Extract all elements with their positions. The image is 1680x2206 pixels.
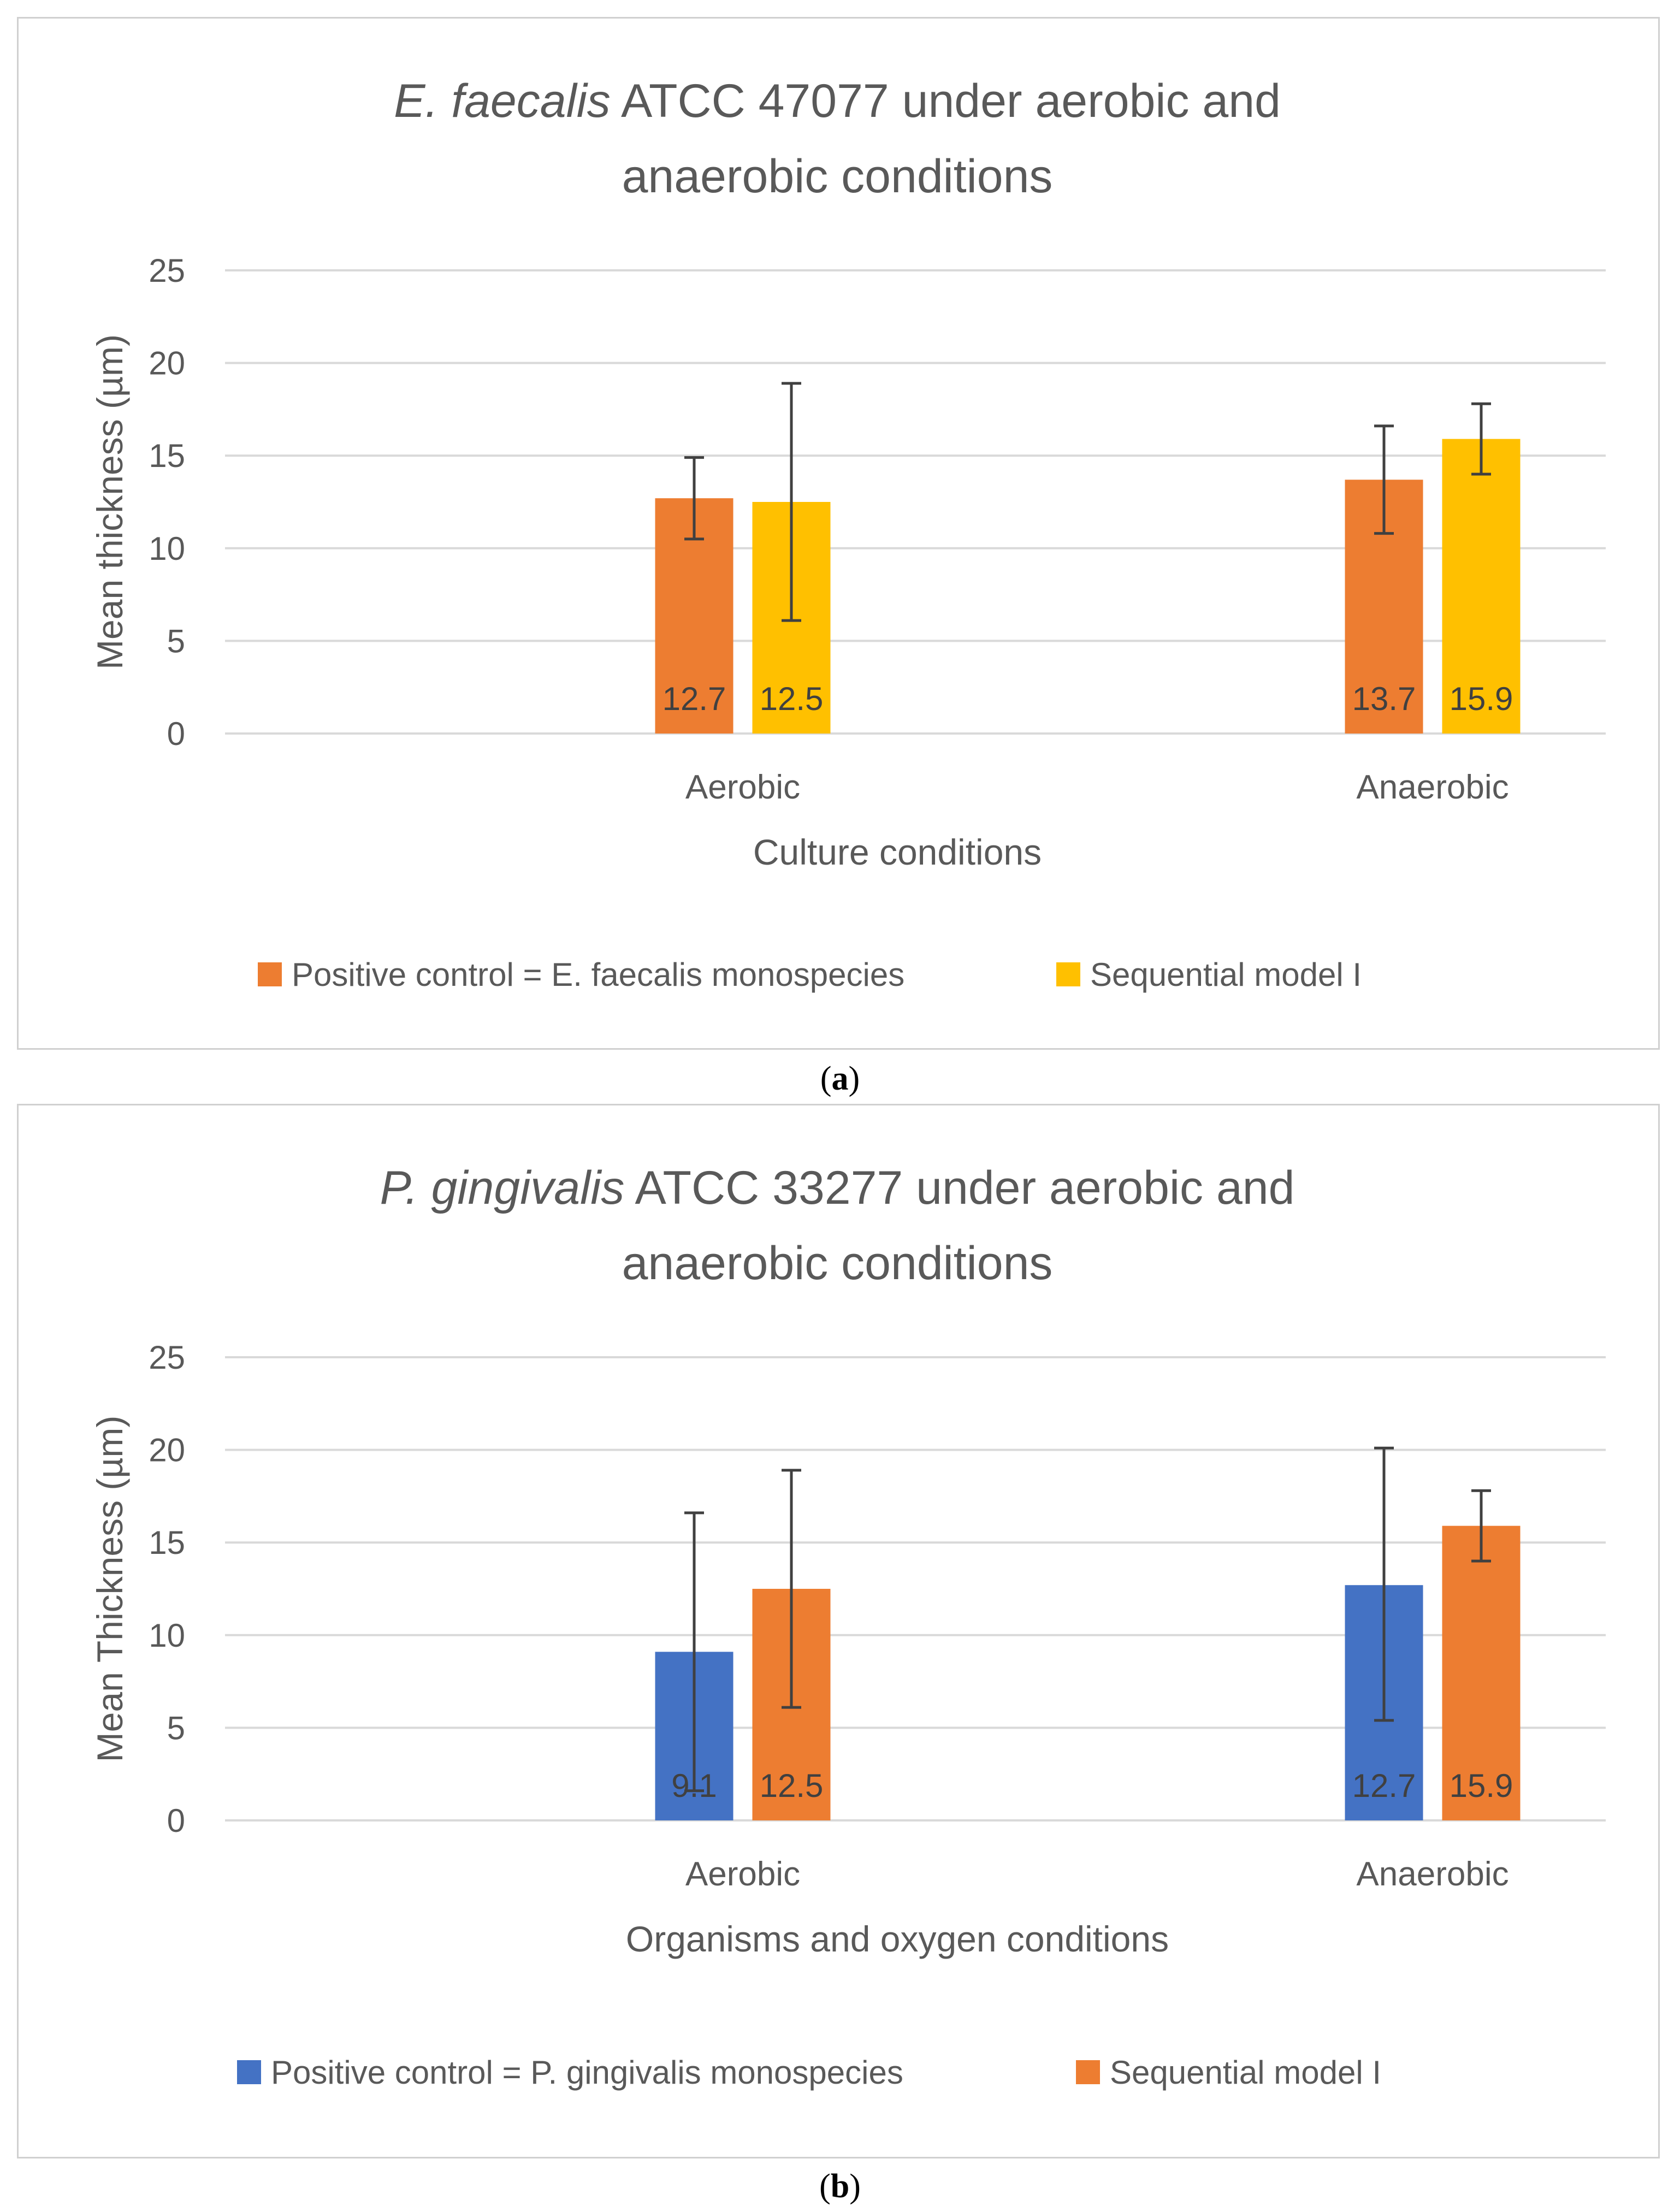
legend-swatch <box>1056 962 1080 986</box>
legend-label: Positive control = E. faecalis monospeci… <box>292 956 904 993</box>
chart-panel-a: E. faecalis ATCC 47077 under aerobic and… <box>17 17 1660 1050</box>
chart-title-line2: anaerobic conditions <box>622 1237 1053 1290</box>
chart-title-italic: P. gingivalis <box>380 1162 625 1214</box>
data-label: 12.7 <box>1352 1767 1416 1804</box>
y-tick-label: 10 <box>149 530 185 567</box>
bar <box>1442 1525 1521 1820</box>
x-axis-label: Culture conditions <box>753 832 1042 872</box>
caption-b: (b) <box>819 2168 861 2205</box>
x-category-label: Anaerobic <box>1356 1855 1509 1893</box>
x-axis-label: Organisms and oxygen conditions <box>626 1919 1169 1959</box>
data-label: 13.7 <box>1352 681 1416 717</box>
y-tick-label: 10 <box>149 1617 185 1654</box>
data-label: 15.9 <box>1450 1767 1513 1804</box>
data-label: 12.5 <box>760 681 824 717</box>
legend-label: Sequential model I <box>1110 2054 1381 2091</box>
y-tick-label: 5 <box>167 623 185 659</box>
y-axis-label: Mean thickness (µm) <box>90 334 130 670</box>
legend-swatch <box>237 2060 261 2084</box>
chart-panel-b: P. gingivalis ATCC 33277 under aerobic a… <box>17 1104 1660 2158</box>
chart-b-svg: P. gingivalis ATCC 33277 under aerobic a… <box>90 1162 1606 2091</box>
legend-swatch <box>1076 2060 1100 2084</box>
x-category-label: Anaerobic <box>1356 768 1509 806</box>
chart-title-rest: ATCC 33277 under aerobic and <box>624 1162 1294 1214</box>
x-category-label: Aerobic <box>685 768 800 806</box>
legend-swatch <box>258 962 282 986</box>
chart-a-svg: E. faecalis ATCC 47077 under aerobic and… <box>90 75 1606 993</box>
y-tick-label: 0 <box>167 715 185 752</box>
legend-label: Sequential model I <box>1090 956 1362 993</box>
y-tick-label: 20 <box>149 1432 185 1469</box>
data-label: 12.7 <box>662 681 726 717</box>
data-label: 12.5 <box>760 1767 824 1804</box>
chart-title-italic: E. faecalis <box>394 75 611 127</box>
y-tick-label: 25 <box>149 1339 185 1376</box>
legend-label: Positive control = P. gingivalis monospe… <box>271 2054 903 2091</box>
caption-a: (a) <box>820 1060 860 1097</box>
chart-title-line1: E. faecalis ATCC 47077 under aerobic and <box>394 75 1281 127</box>
y-tick-label: 5 <box>167 1710 185 1746</box>
data-label: 9.1 <box>671 1767 717 1804</box>
y-axis-label: Mean Thickness (µm) <box>90 1416 130 1763</box>
x-category-label: Aerobic <box>685 1855 800 1893</box>
chart-title-line2: anaerobic conditions <box>622 150 1053 203</box>
y-tick-label: 20 <box>149 345 185 382</box>
y-tick-label: 15 <box>149 1524 185 1561</box>
chart-title-line1: P. gingivalis ATCC 33277 under aerobic a… <box>380 1162 1295 1214</box>
bar <box>1442 439 1521 734</box>
y-tick-label: 0 <box>167 1802 185 1839</box>
chart-title-rest: ATCC 47077 under aerobic and <box>611 75 1281 127</box>
data-label: 15.9 <box>1450 681 1513 717</box>
y-tick-label: 25 <box>149 252 185 289</box>
y-tick-label: 15 <box>149 437 185 474</box>
